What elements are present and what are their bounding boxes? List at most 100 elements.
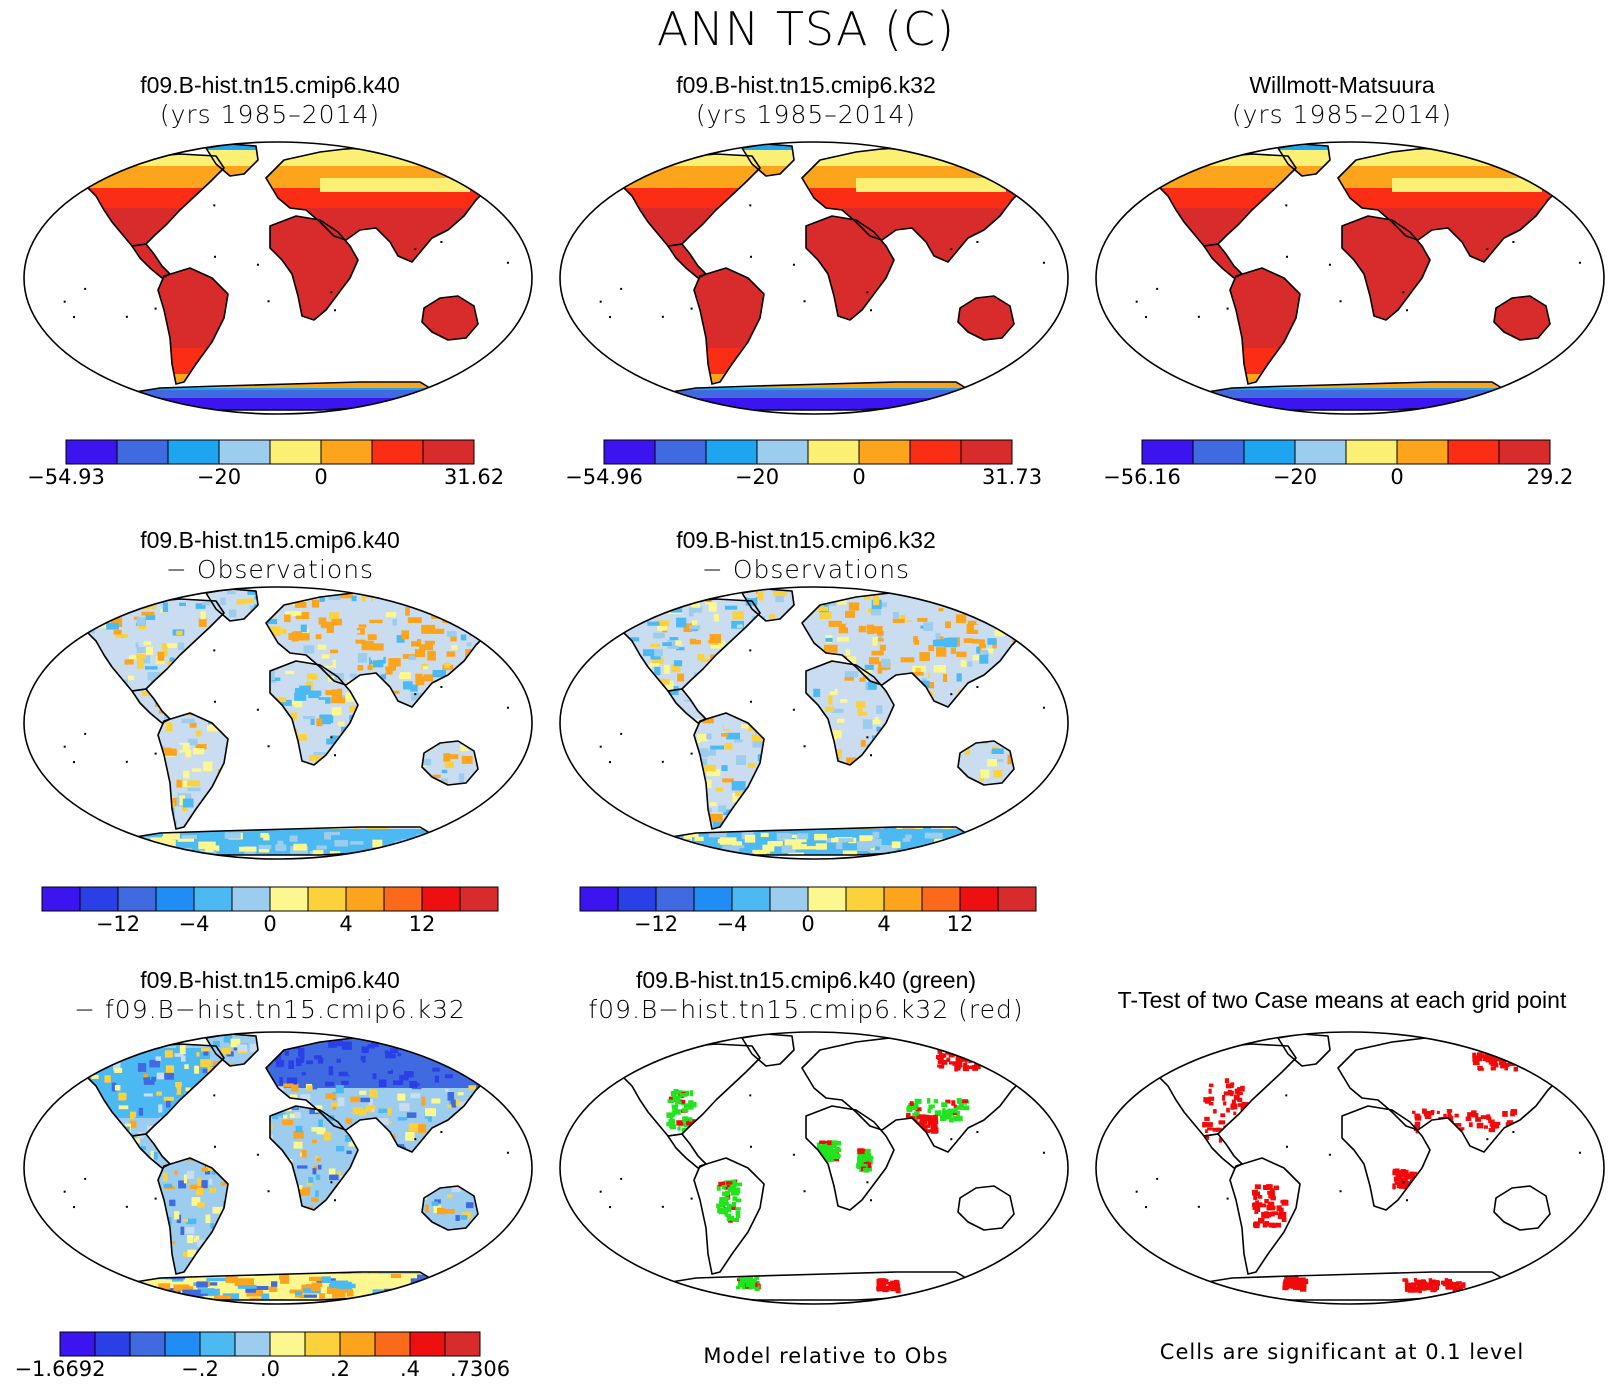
colorbar-tick-label: .0 [260,1357,280,1381]
colorbar-swatch [459,886,499,912]
colorbar-swatch [960,439,1013,465]
colorbar-k32-minus-obs: −12 −4 0 4 12 [579,886,1037,936]
footer-significance-level: Cells are significant at 0.1 level [1159,1340,1525,1364]
panel-title-ttest: T-Test of two Case means at each grid po… [1072,985,1612,1015]
colorbar-swatch [167,439,220,465]
colorbar-swatch [1396,439,1449,465]
colorbar-tick-label: 0 [263,912,276,936]
colorbar-swatch [1141,439,1194,465]
colorbar-swatch [199,1331,236,1357]
colorbar-swatch [59,1331,96,1357]
colorbar-k32: −54.96 −20 0 31.73 [565,439,1042,489]
colorbar-tick-label: −20 [735,465,779,489]
panel-title-k32-minus-obs: f09.B-hist.tn15.cmip6.k32 − Observations [556,525,1056,585]
colorbar-tick-label: 31.73 [982,465,1042,489]
colorbar-k40-minus-obs: −12 −4 0 4 12 [41,886,499,936]
colorbar-swatch [421,886,461,912]
colorbar-tick-label: −12 [96,912,140,936]
panel-title-line1: Willmott-Matsuura [1249,72,1435,98]
colorbar-swatch [1294,439,1347,465]
colorbar-tick-label: −12 [634,912,678,936]
map-k40-minus-obs [23,586,533,860]
colorbar-tick-label: −56.16 [1103,465,1181,489]
panel-title-line1: T-Test of two Case means at each grid po… [1117,987,1567,1013]
colorbar-observations: −56.16 −20 0 29.2 [1103,439,1573,489]
map-significance [559,1031,1069,1305]
colorbar-tick-label: −.2 [181,1357,219,1381]
colorbar-swatch [79,886,119,912]
colorbar-swatch [116,439,169,465]
colorbar-swatch [617,886,657,912]
footer-model-relative: Model relative to Obs [703,1344,949,1368]
panel-title-line1: f09.B-hist.tn15.cmip6.k40 [140,967,400,993]
colorbar-swatch [1345,439,1398,465]
map-k32 [559,141,1069,415]
colorbar-tick-label: −54.93 [27,465,105,489]
panel-title-line2: − f09.B−hist.tn15.cmip6.k32 [74,995,466,1024]
map-observations [1095,141,1605,415]
colorbar-swatch [164,1331,201,1357]
colorbar-swatch [921,886,961,912]
colorbar-swatch [383,886,423,912]
panel-title-line1: f09.B-hist.tn15.cmip6.k32 [676,72,936,98]
colorbar-swatch [997,886,1037,912]
panel-title-obs: Willmott-Matsuura (yrs 1985–2014) [1092,70,1592,130]
colorbar-swatch [117,886,157,912]
colorbar-swatch [320,439,373,465]
colorbar-swatch [655,886,695,912]
colorbar-swatch [705,439,758,465]
figure-title: ANN TSA (C) [656,2,956,56]
map-k40 [23,141,533,415]
panel-title-k32: f09.B-hist.tn15.cmip6.k32 (yrs 1985–2014… [556,70,1056,130]
colorbar-swatch [339,1331,376,1357]
colorbar-tick-label: 12 [409,912,436,936]
colorbar-swatch [269,439,322,465]
colorbar-swatch [807,886,847,912]
panel-title-line1: f09.B-hist.tn15.cmip6.k40 [140,527,400,553]
map-ttest [1095,1031,1605,1305]
colorbar-tick-label: 0 [852,465,865,489]
colorbar-swatch [409,1331,446,1357]
colorbar-tick-label: −20 [1273,465,1317,489]
colorbar-k40: −54.93 −20 0 31.62 [27,439,504,489]
colorbar-tick-label: .4 [400,1357,420,1381]
colorbar-swatch [769,886,809,912]
colorbar-swatch [1447,439,1500,465]
colorbar-k40-minus-k32: −1.6692 −.2 .0 .2 .4 .7306 [14,1331,510,1381]
colorbar-tick-label: 4 [877,912,890,936]
colorbar-swatch [269,886,309,912]
colorbar-swatch [234,1331,271,1357]
colorbar-swatch [1498,439,1551,465]
colorbar-swatch [374,1331,411,1357]
colorbar-swatch [218,439,271,465]
panel-title-line1: f09.B-hist.tn15.cmip6.k40 (green) [635,967,977,993]
panel-title-line1: f09.B-hist.tn15.cmip6.k32 [676,527,936,553]
colorbar-swatch [41,886,81,912]
panel-title-k40-minus-k32: f09.B-hist.tn15.cmip6.k40 − f09.B−hist.t… [0,965,540,1025]
colorbar-swatch [1243,439,1296,465]
colorbar-tick-label: −20 [197,465,241,489]
colorbar-tick-label: 0 [801,912,814,936]
panel-title-k40-minus-obs: f09.B-hist.tn15.cmip6.k40 − Observations [20,525,520,585]
colorbar-swatch [845,886,885,912]
colorbar-swatch [307,886,347,912]
colorbar-tick-label: 31.62 [444,465,504,489]
colorbar-tick-label: −4 [179,912,210,936]
colorbar-tick-label: 0 [314,465,327,489]
panel-title-line2: − Observations [165,555,375,584]
colorbar-swatch [693,886,733,912]
map-k40-minus-k32 [23,1031,533,1305]
panel-title-significance: f09.B-hist.tn15.cmip6.k40 (green) f09.B−… [536,965,1076,1025]
panel-title-line2: − Observations [701,555,911,584]
colorbar-swatch [193,886,233,912]
panel-title-k40: f09.B-hist.tn15.cmip6.k40 (yrs 1985–2014… [20,70,520,130]
colorbar-swatch [883,886,923,912]
colorbar-tick-label: −54.96 [565,465,643,489]
colorbar-swatch [94,1331,131,1357]
colorbar-swatch [579,886,619,912]
colorbar-tick-label: .7306 [450,1357,510,1381]
map-k32-minus-obs [559,586,1069,860]
colorbar-swatch [909,439,962,465]
colorbar-tick-label: 12 [947,912,974,936]
panel-title-line2: (yrs 1985–2014) [1231,100,1453,129]
